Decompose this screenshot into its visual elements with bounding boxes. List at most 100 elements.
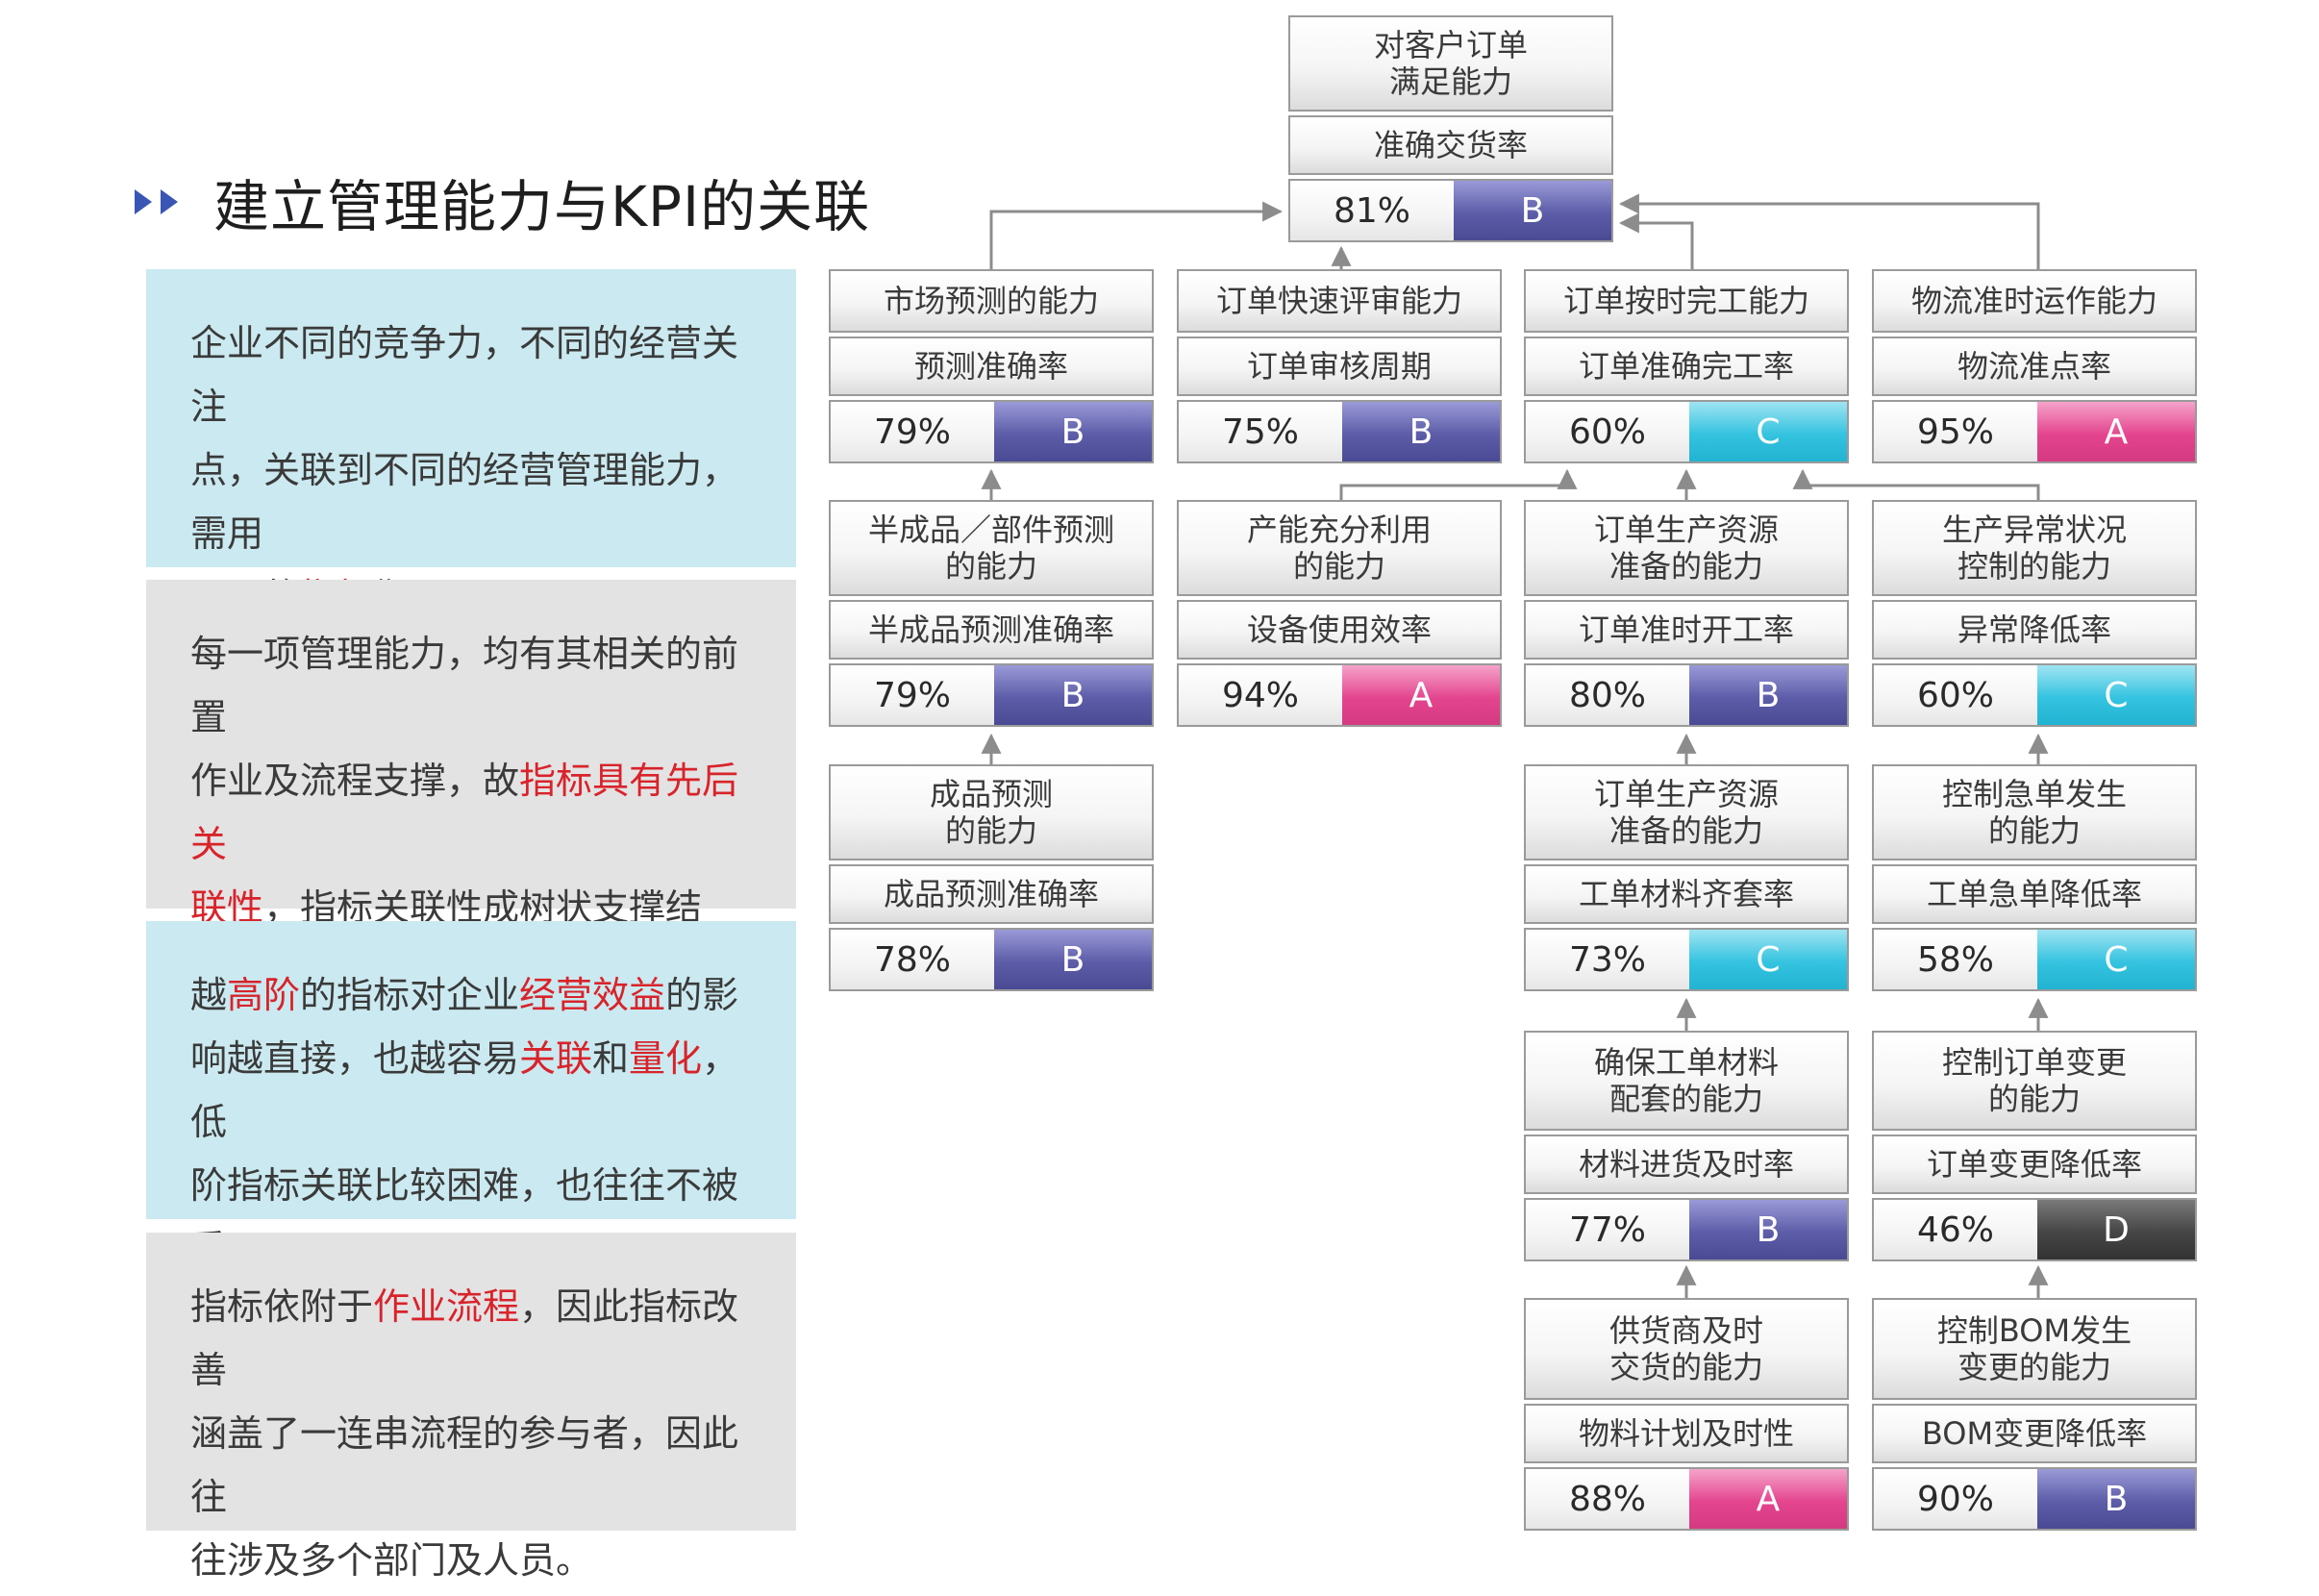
kpi-node-c4r4: 控制订单变更 的能力 订单变更降低率 46% D [1872, 1031, 2197, 1261]
panel-text: 响越直接，也越容易 [190, 1037, 520, 1080]
score-row: 79% B [829, 400, 1154, 463]
kpi-node-c3r2: 订单生产资源 准备的能力 订单准时开工率 80% B [1524, 500, 1849, 727]
score-row: 73% C [1524, 928, 1849, 991]
panel-text: 往涉及多个部门及人员。 [190, 1539, 593, 1582]
kpi-value: 79% [831, 402, 994, 461]
score-row: 78% B [829, 928, 1154, 991]
panel-text: ，低 [190, 1037, 739, 1143]
ability-line: 控制订单变更 [1941, 1044, 2127, 1081]
ability-line: 产能充分利用 [1246, 511, 1432, 548]
kpi-node-c4r5: 控制BOM发生 变更的能力 BOM变更降低率 90% B [1872, 1298, 2197, 1531]
ability-label: 订单生产资源 准备的能力 [1524, 500, 1849, 596]
kpi-node-c3r1: 订单按时完工能力 订单准确完工率 60% C [1524, 269, 1849, 463]
kpi-label: 异常降低率 [1872, 600, 2197, 660]
panel-text: 点，关联到不同的经营管理能力，需用 [190, 449, 739, 555]
heading: 建立管理能力与KPI的关联 [135, 163, 870, 240]
grade-badge: B [1342, 402, 1500, 461]
kpi-node-c4r3: 控制急单发生 的能力 工单急单降低率 58% C [1872, 764, 2197, 991]
ability-line: 准备的能力 [1608, 812, 1763, 849]
ability-line: 的能力 [1292, 548, 1385, 585]
kpi-node-c3r5: 供货商及时 交货的能力 物料计划及时性 88% A [1524, 1298, 1849, 1531]
kpi-value: 94% [1179, 665, 1342, 725]
kpi-label: 设备使用效率 [1177, 600, 1502, 660]
panel-text: 的影 [665, 974, 739, 1016]
kpi-value: 95% [1874, 402, 2037, 461]
grade-badge: B [994, 930, 1152, 989]
ability-label: 控制BOM发生 变更的能力 [1872, 1298, 2197, 1400]
grade-badge: A [1342, 665, 1500, 725]
ability-line: 订单生产资源 [1593, 511, 1779, 548]
grade-badge: B [1689, 665, 1847, 725]
panel-line: 点，关联到不同的经营管理能力，需用 [190, 438, 773, 565]
ability-line: 准备的能力 [1608, 548, 1763, 585]
kpi-node-c4r2: 生产异常状况 控制的能力 异常降低率 60% C [1872, 500, 2197, 727]
ability-line: 控制急单发生 [1941, 776, 2127, 812]
score-row: 60% C [1872, 663, 2197, 727]
kpi-node-c1r2: 半成品／部件预测 的能力 半成品预测准确率 79% B [829, 500, 1154, 727]
ability-label: 供货商及时 交货的能力 [1524, 1298, 1849, 1400]
grade-badge: C [1689, 930, 1847, 989]
kpi-value: 77% [1526, 1200, 1689, 1259]
panel-text: 阶指标关联比较困难，也往往不被重 [190, 1164, 739, 1270]
panel-text: 企业不同的竞争力，不同的经营关注 [190, 322, 739, 428]
highlight-text: 作业流程 [373, 1285, 520, 1328]
grade-badge: A [1689, 1469, 1847, 1529]
kpi-label: 物流准点率 [1872, 337, 2197, 396]
ability-line: 生产异常状况 [1941, 511, 2127, 548]
double-arrow-icon [135, 189, 187, 214]
grade-badge: B [1689, 1200, 1847, 1259]
ability-label: 物流准时运作能力 [1872, 269, 2197, 333]
ability-line: 订单快速评审能力 [1215, 283, 1462, 319]
kpi-node-c1r3: 成品预测 的能力 成品预测准确率 78% B [829, 764, 1154, 991]
kpi-node-c1r1: 市场预测的能力 预测准确率 79% B [829, 269, 1154, 463]
ability-label: 控制订单变更 的能力 [1872, 1031, 2197, 1131]
score-row: 77% B [1524, 1198, 1849, 1261]
kpi-value: 73% [1526, 930, 1689, 989]
score-row: 75% B [1177, 400, 1502, 463]
kpi-label: 材料进货及时率 [1524, 1135, 1849, 1194]
grade-badge: C [2037, 930, 2195, 989]
grade-badge: C [1689, 402, 1847, 461]
ability-label: 成品预测 的能力 [829, 764, 1154, 860]
text-panel-3: 越高阶的指标对企业经营效益的影 响越直接，也越容易关联和量化，低 阶指标关联比较困难… [146, 921, 796, 1334]
ability-label: 订单按时完工能力 [1524, 269, 1849, 333]
panel-text: 越 [190, 974, 228, 1016]
kpi-label: 预测准确率 [829, 337, 1154, 396]
score-row: 88% A [1524, 1467, 1849, 1531]
ability-line: 控制BOM发生 [1936, 1312, 2132, 1349]
ability-line: 的能力 [1987, 812, 2081, 849]
kpi-value: 58% [1874, 930, 2037, 989]
kpi-value: 80% [1526, 665, 1689, 725]
kpi-node-c3r4: 确保工单材料 配套的能力 材料进货及时率 77% B [1524, 1031, 1849, 1261]
kpi-value: 75% [1179, 402, 1342, 461]
ability-line: 确保工单材料 [1593, 1044, 1779, 1081]
kpi-node-c2r1: 订单快速评审能力 订单审核周期 75% B [1177, 269, 1502, 463]
kpi-label: 订单审核周期 [1177, 337, 1502, 396]
kpi-value: 90% [1874, 1469, 2037, 1529]
kpi-label: BOM变更降低率 [1872, 1404, 2197, 1463]
ability-line: 成品预测 [929, 776, 1053, 812]
connector-c4r2-to-c3r1 [1792, 468, 2040, 500]
grade-badge: B [994, 402, 1152, 461]
highlight-text: 高阶 [227, 974, 301, 1016]
ability-line: 变更的能力 [1957, 1349, 2111, 1385]
ability-line: 订单按时完工能力 [1562, 283, 1809, 319]
panel-line: 涵盖了一连串流程的参与者，因此往 [190, 1402, 773, 1529]
grade-badge: B [994, 665, 1152, 725]
ability-line: 订单生产资源 [1593, 776, 1779, 812]
panel-line: 往涉及多个部门及人员。 [190, 1529, 773, 1592]
ability-label: 对客户订单 满足能力 [1288, 15, 1613, 112]
score-row: 80% B [1524, 663, 1849, 727]
ability-line: 的能力 [944, 812, 1037, 849]
ability-line: 对客户订单 [1373, 27, 1528, 63]
ability-label: 控制急单发生 的能力 [1872, 764, 2197, 860]
panel-text: 涵盖了一连串流程的参与者，因此往 [190, 1412, 739, 1518]
ability-line: 市场预测的能力 [883, 283, 1099, 319]
page-title: 建立管理能力与KPI的关联 [213, 174, 871, 239]
kpi-node-c2r2: 产能充分利用 的能力设备使用效率 94% A [1177, 500, 1502, 727]
grade-badge: B [2037, 1469, 2195, 1529]
connector-c1-to-top [989, 201, 1284, 269]
highlight-text: 关联 [519, 1037, 593, 1080]
ability-line: 满足能力 [1388, 63, 1512, 100]
